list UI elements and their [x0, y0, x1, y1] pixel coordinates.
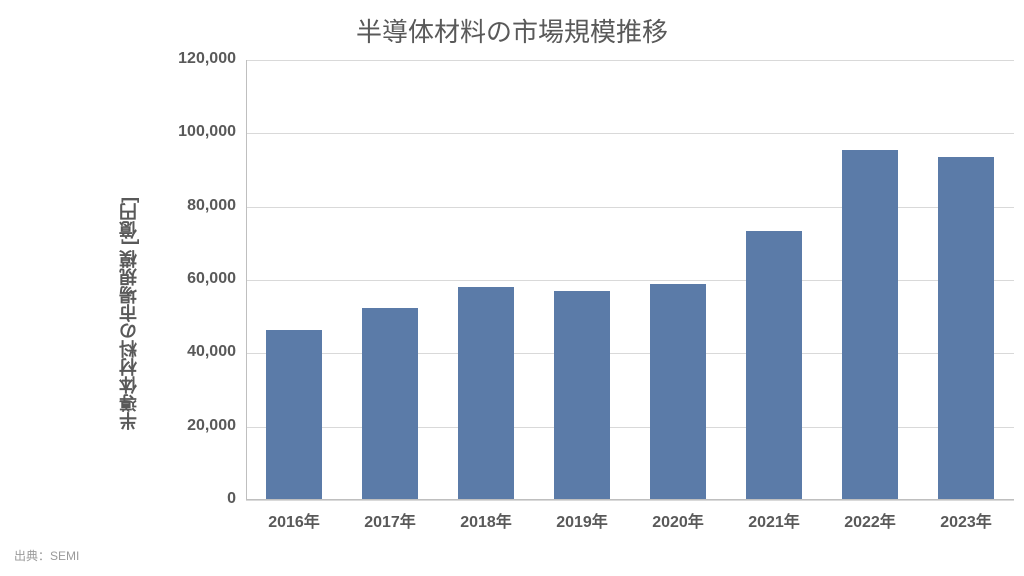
y-axis-line	[246, 60, 247, 500]
bar-slot: 2022年	[822, 60, 918, 500]
y-tick-label: 40,000	[150, 343, 236, 361]
bar	[938, 157, 994, 500]
gridline	[246, 500, 1014, 501]
x-tick-label: 2017年	[342, 508, 438, 532]
y-tick-label: 120,000	[150, 50, 236, 68]
bar-slot: 2019年	[534, 60, 630, 500]
y-tick-label: 20,000	[150, 417, 236, 435]
y-tick-label: 80,000	[150, 197, 236, 215]
bars-group: 2016年2017年2018年2019年2020年2021年2022年2023年	[246, 60, 1014, 500]
x-tick-label: 2019年	[534, 508, 630, 532]
bar-slot: 2020年	[630, 60, 726, 500]
bar-slot: 2021年	[726, 60, 822, 500]
y-tick-label: 100,000	[150, 123, 236, 141]
x-tick-label: 2022年	[822, 508, 918, 532]
bar	[362, 308, 418, 501]
bar	[458, 287, 514, 500]
y-tick-label: 60,000	[150, 270, 236, 288]
x-tick-label: 2020年	[630, 508, 726, 532]
bar-slot: 2016年	[246, 60, 342, 500]
bar-slot: 2023年	[918, 60, 1014, 500]
bar	[554, 291, 610, 500]
plot-area: 2016年2017年2018年2019年2020年2021年2022年2023年	[246, 60, 1014, 500]
bar	[842, 150, 898, 500]
x-tick-label: 2021年	[726, 508, 822, 532]
x-tick-label: 2018年	[438, 508, 534, 532]
y-axis-label: 半導体材料の市場規模 [億円]	[116, 130, 142, 430]
y-tick-label: 0	[150, 490, 236, 508]
bar	[746, 231, 802, 501]
x-tick-label: 2023年	[918, 508, 1014, 532]
x-tick-label: 2016年	[246, 508, 342, 532]
chart-title: 半導体材料の市場規模推移	[0, 12, 1024, 49]
x-axis-line	[246, 499, 1014, 500]
bar-slot: 2018年	[438, 60, 534, 500]
bar	[650, 284, 706, 500]
bar-slot: 2017年	[342, 60, 438, 500]
source-attribution: 出典：SEMI	[14, 547, 79, 564]
chart-container: 半導体材料の市場規模推移 半導体材料の市場規模 [億円] 2016年2017年2…	[0, 0, 1024, 576]
bar	[266, 330, 322, 501]
